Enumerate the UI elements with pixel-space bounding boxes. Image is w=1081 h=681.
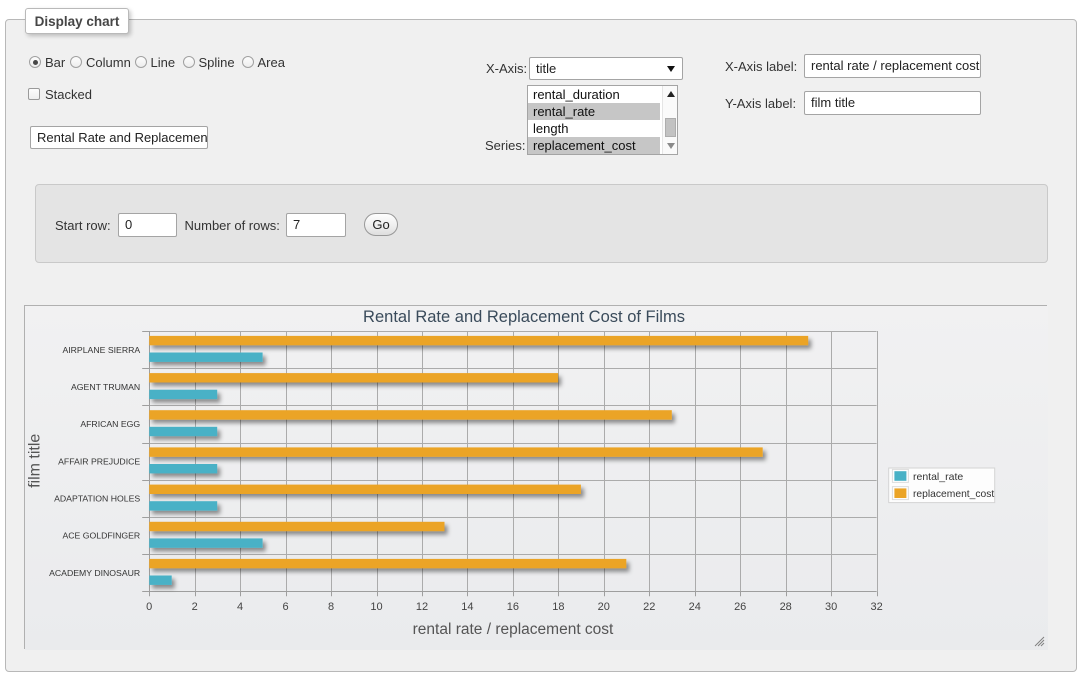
svg-text:12: 12: [416, 601, 428, 613]
svg-text:30: 30: [825, 601, 837, 613]
svg-text:8: 8: [328, 601, 334, 613]
svg-text:6: 6: [283, 601, 289, 613]
svg-text:20: 20: [598, 601, 610, 613]
svg-text:replacement_cost: replacement_cost: [913, 489, 994, 500]
svg-text:ACE GOLDFINGER: ACE GOLDFINGER: [62, 531, 140, 541]
svg-text:0: 0: [146, 601, 152, 613]
svg-text:4: 4: [237, 601, 243, 613]
svg-text:28: 28: [780, 601, 792, 613]
svg-text:2: 2: [192, 601, 198, 613]
svg-text:AFRICAN EGG: AFRICAN EGG: [80, 419, 140, 429]
svg-text:AFFAIR PREJUDICE: AFFAIR PREJUDICE: [58, 456, 140, 466]
svg-text:24: 24: [689, 601, 701, 613]
svg-text:Rental Rate and Replacement Co: Rental Rate and Replacement Cost of Film…: [363, 308, 685, 326]
svg-text:14: 14: [461, 601, 473, 613]
svg-text:AGENT TRUMAN: AGENT TRUMAN: [71, 382, 140, 392]
svg-text:26: 26: [734, 601, 746, 613]
svg-text:ACADEMY DINOSAUR: ACADEMY DINOSAUR: [49, 568, 140, 578]
svg-text:film title: film title: [26, 434, 43, 488]
svg-text:rental_rate: rental_rate: [913, 471, 963, 483]
svg-text:10: 10: [370, 601, 382, 613]
svg-text:ADAPTATION HOLES: ADAPTATION HOLES: [54, 494, 140, 504]
svg-text:rental rate / replacement cost: rental rate / replacement cost: [413, 621, 614, 638]
svg-text:AIRPLANE SIERRA: AIRPLANE SIERRA: [62, 345, 140, 355]
svg-text:16: 16: [507, 601, 519, 613]
svg-text:18: 18: [552, 601, 564, 613]
svg-text:32: 32: [870, 601, 882, 613]
svg-text:22: 22: [643, 601, 655, 613]
